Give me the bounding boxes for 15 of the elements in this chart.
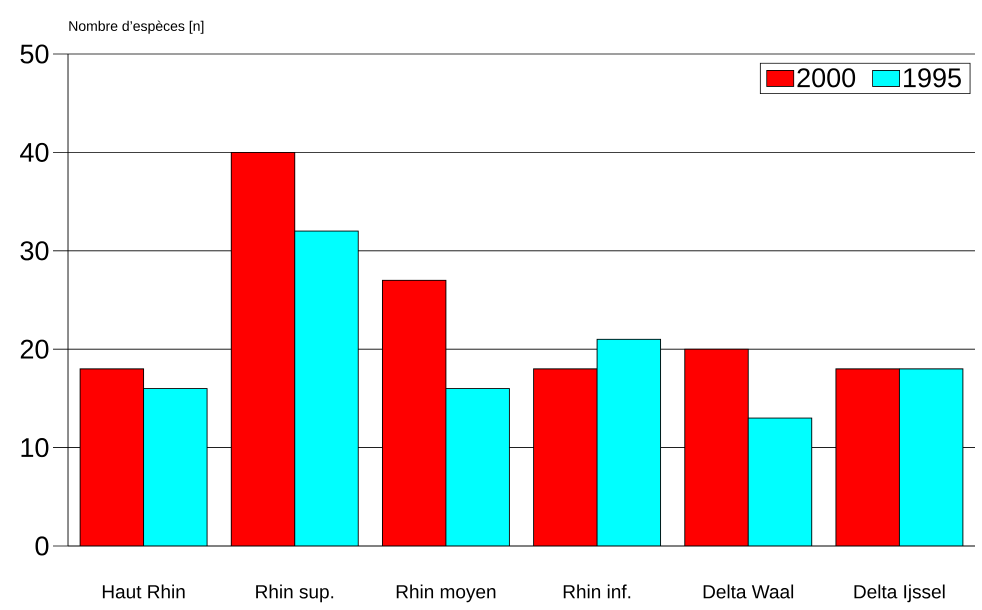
y-tick-label: 40 <box>20 142 48 162</box>
y-axis-title: Nombre d’espèces [n] <box>69 20 204 34</box>
y-tick-label: 0 <box>36 536 48 556</box>
y-tick-label: 10 <box>22 438 48 458</box>
x-tick-label: Haut Rhin <box>102 584 185 598</box>
x-tick-label: Delta Waal <box>704 584 794 598</box>
x-tick-label: Rhin inf. <box>564 584 630 598</box>
x-tick-label: Delta Ijssel <box>854 584 945 602</box>
x-tick-label: Rhin sup. <box>256 584 334 602</box>
y-tick-label: 50 <box>20 44 48 64</box>
y-tick-label: 30 <box>20 241 48 260</box>
legend-label: 2000 <box>797 68 856 88</box>
y-tick-label: 20 <box>20 340 48 359</box>
x-tick-label: Rhin moyen <box>396 584 496 602</box>
legend-label: 1995 <box>904 68 961 88</box>
